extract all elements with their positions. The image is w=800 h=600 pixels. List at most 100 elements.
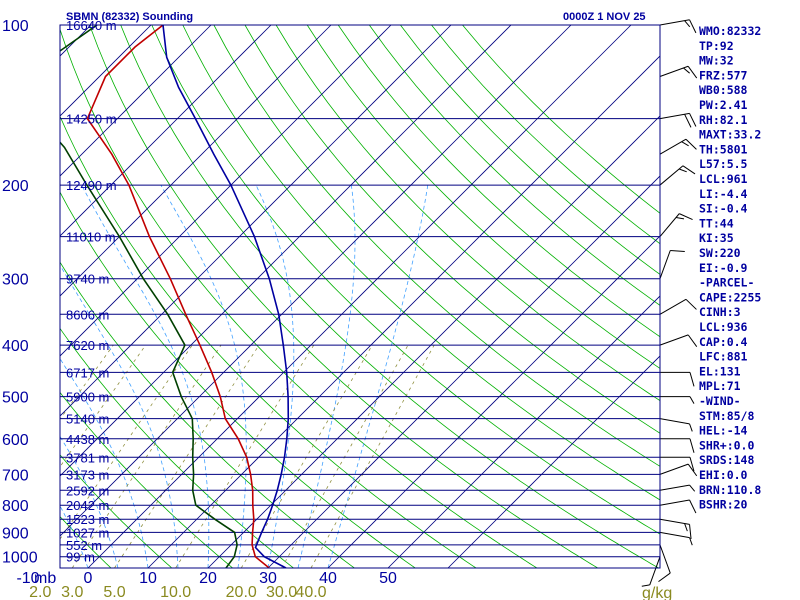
wind-barb bbox=[659, 418, 693, 432]
dry-adiabat-line bbox=[60, 191, 416, 568]
mixing-ratio-tick-label: 2.0 bbox=[29, 584, 51, 600]
chart-time: 0000Z 1 NOV 25 bbox=[563, 11, 646, 23]
index-item: EL:131 bbox=[699, 364, 741, 378]
isotherm-line bbox=[60, 25, 332, 297]
pressure-tick-label: 800 bbox=[2, 498, 29, 515]
series-clip-group bbox=[60, 25, 290, 568]
dry-adiabat-line bbox=[213, 25, 660, 467]
wind-barb-flag bbox=[658, 572, 671, 583]
wind-barb-flag bbox=[689, 457, 695, 472]
moist-adiabat-line bbox=[81, 184, 210, 568]
wind-barb-staff bbox=[649, 556, 661, 586]
wind-barb-staff bbox=[659, 298, 687, 315]
index-item: CINH:3 bbox=[699, 305, 741, 319]
isotherm-line bbox=[207, 115, 660, 568]
pressure-tick-label: 700 bbox=[2, 467, 29, 484]
height-tick-label: 5140 m bbox=[66, 412, 109, 427]
wind-barb-staff bbox=[659, 484, 690, 491]
mixing-ratio-tick-label: 20.0 bbox=[226, 584, 257, 600]
series-parcel-line bbox=[162, 25, 290, 568]
mixing-ratio-tick-label: 10.0 bbox=[160, 584, 191, 600]
index-item: TP:92 bbox=[699, 39, 734, 53]
temperature-tick-label: 40 bbox=[319, 570, 337, 587]
height-tick-label: 3173 m bbox=[66, 467, 109, 482]
dry-adiabat-line bbox=[400, 25, 660, 275]
dry-adiabat-line bbox=[306, 25, 660, 369]
pressure-tick-label: 1000 bbox=[2, 550, 38, 567]
wind-barb-flag bbox=[689, 499, 697, 514]
sounding-profiles bbox=[60, 25, 290, 568]
isotherm-line bbox=[327, 235, 660, 568]
moist-adiabat-line bbox=[255, 184, 295, 568]
wind-barb bbox=[660, 456, 695, 472]
isotherm-line bbox=[447, 355, 660, 568]
index-item: LI:-4.4 bbox=[699, 187, 748, 201]
temperature-tick-label: 30 bbox=[259, 570, 277, 587]
height-tick-label: 11010 m bbox=[66, 230, 116, 245]
dry-adiabat-line bbox=[60, 115, 477, 568]
height-tick-label: 4438 m bbox=[66, 432, 109, 447]
index-item: PW:2.41 bbox=[699, 98, 748, 112]
mixing-ratio-line bbox=[310, 344, 435, 568]
height-tick-label: 8606 m bbox=[66, 307, 109, 322]
index-item: WB0:588 bbox=[699, 83, 748, 97]
wind-barb-flag bbox=[689, 537, 693, 546]
dry-adiabat-line bbox=[275, 25, 660, 402]
wind-barb-staff bbox=[659, 499, 690, 506]
wind-barb bbox=[659, 65, 698, 79]
temperature-tick-label: 10 bbox=[139, 570, 157, 587]
axis-unit-mb: mb bbox=[34, 570, 56, 587]
index-item: SI:-0.4 bbox=[699, 202, 748, 216]
isotherm-line bbox=[87, 25, 632, 568]
height-tick-label: 2592 m bbox=[66, 483, 109, 498]
wind-barbs bbox=[641, 19, 698, 587]
wind-barb bbox=[659, 165, 696, 186]
index-item: LCL:936 bbox=[699, 320, 748, 334]
wind-barb-flag bbox=[684, 114, 692, 128]
chart-grid bbox=[60, 24, 660, 568]
dry-adiabat-line bbox=[151, 25, 660, 535]
wind-barb-flag bbox=[684, 523, 688, 532]
dry-adiabat-line bbox=[60, 327, 294, 568]
wind-barb-flag bbox=[689, 396, 695, 404]
wind-barb bbox=[641, 556, 661, 587]
index-item: SHR+:0.0 bbox=[699, 438, 754, 452]
wind-barb-flag bbox=[687, 65, 698, 79]
mixing-ratio-tick-label: 30.0 bbox=[266, 584, 297, 600]
wind-barb-staff bbox=[659, 463, 689, 475]
chart-title: SBMN (82332) Sounding bbox=[66, 11, 193, 23]
wind-barb-flag bbox=[687, 334, 698, 347]
wind-barb-flag bbox=[689, 423, 693, 432]
height-tick-label: 7620 m bbox=[66, 338, 109, 353]
isotherm-line bbox=[60, 25, 512, 477]
wind-barb-flag bbox=[685, 138, 697, 150]
wind-barb-flag bbox=[689, 484, 696, 492]
index-item: -PARCEL- bbox=[699, 276, 754, 290]
pressure-tick-label: 900 bbox=[2, 525, 29, 542]
moist-adiabat-line bbox=[160, 184, 247, 568]
dry-adiabat-line bbox=[60, 516, 112, 568]
dry-adiabat-line bbox=[368, 25, 660, 306]
wind-barb bbox=[659, 19, 697, 34]
wind-barb-flag bbox=[689, 372, 695, 387]
isotherm-line bbox=[60, 25, 212, 177]
index-item: LFC:881 bbox=[699, 350, 748, 364]
index-item: L57:5.5 bbox=[699, 157, 748, 171]
axis-labels: SBMN (82332) Sounding 0000Z 1 NOV 25 mb … bbox=[2, 11, 672, 600]
wind-barb bbox=[659, 334, 698, 347]
height-tick-label: 14250 m bbox=[66, 112, 117, 127]
wind-barb-staff bbox=[659, 334, 689, 346]
pressure-tick-label: 100 bbox=[2, 18, 29, 35]
wind-barb bbox=[660, 438, 695, 453]
mixing-ratio-tick-label: 40.0 bbox=[295, 584, 326, 600]
pressure-tick-label: 200 bbox=[2, 178, 29, 195]
isotherm-line bbox=[267, 175, 660, 568]
dry-adiabat-line bbox=[120, 25, 659, 568]
wind-barb bbox=[659, 531, 693, 546]
moist-adiabat-line bbox=[297, 185, 356, 568]
wind-barb bbox=[659, 499, 697, 514]
series-dewpoint-line bbox=[60, 25, 238, 568]
temperature-tick-label: 50 bbox=[379, 570, 397, 587]
wind-barb bbox=[659, 484, 696, 492]
index-item: LCL:961 bbox=[699, 172, 748, 186]
